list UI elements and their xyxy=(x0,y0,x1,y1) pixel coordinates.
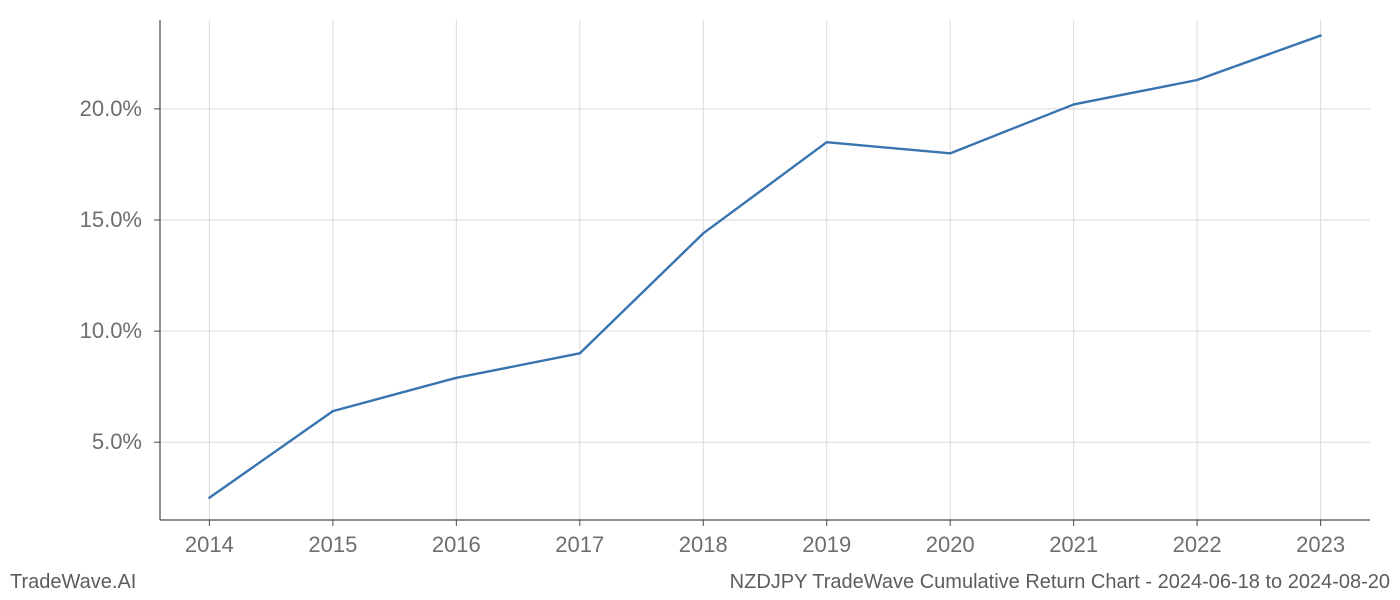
y-axis-tick-labels: 5.0% 10.0% 15.0% 20.0% xyxy=(0,20,142,520)
x-tick-label: 2021 xyxy=(1049,532,1098,558)
y-tick-label: 15.0% xyxy=(80,207,142,233)
y-tick-label: 5.0% xyxy=(92,429,142,455)
tick-marks xyxy=(154,109,1321,526)
y-tick-label: 10.0% xyxy=(80,318,142,344)
chart-svg xyxy=(160,20,1370,520)
x-tick-label: 2023 xyxy=(1296,532,1345,558)
gridlines xyxy=(160,20,1370,520)
x-tick-label: 2017 xyxy=(555,532,604,558)
x-tick-label: 2015 xyxy=(308,532,357,558)
footer-left-text: TradeWave.AI xyxy=(10,571,136,594)
x-tick-label: 2020 xyxy=(926,532,975,558)
plot-area xyxy=(160,20,1370,520)
data-line xyxy=(209,36,1320,498)
footer-right-text: NZDJPY TradeWave Cumulative Return Chart… xyxy=(730,571,1390,594)
axis-spines xyxy=(160,20,1370,520)
x-tick-label: 2016 xyxy=(432,532,481,558)
x-tick-label: 2014 xyxy=(185,532,234,558)
x-tick-label: 2019 xyxy=(802,532,851,558)
x-tick-label: 2022 xyxy=(1173,532,1222,558)
x-tick-label: 2018 xyxy=(679,532,728,558)
y-tick-label: 20.0% xyxy=(80,96,142,122)
x-axis-tick-labels: 2014 2015 2016 2017 2018 2019 2020 2021 2022 2023 xyxy=(160,532,1370,572)
line-chart: 5.0% 10.0% 15.0% 20.0% 2014 2015 2016 2017 2018… xyxy=(0,0,1400,600)
